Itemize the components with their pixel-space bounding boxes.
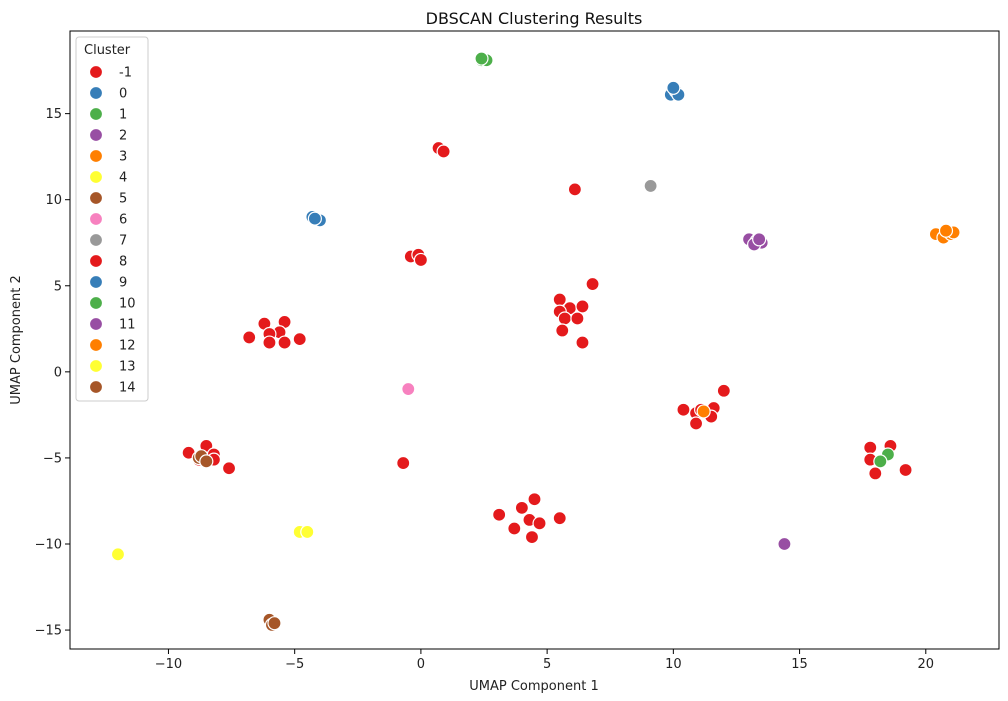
point-cluster--1 xyxy=(557,311,572,326)
legend-label: 4 xyxy=(119,171,127,186)
point-cluster--1 xyxy=(524,530,540,545)
y-tick-label: −5 xyxy=(43,451,62,466)
y-tick-label: −15 xyxy=(35,624,62,639)
legend-marker xyxy=(88,148,104,164)
legend-label: 11 xyxy=(119,318,136,333)
legend-marker xyxy=(88,232,104,248)
legend-label: 3 xyxy=(119,150,127,165)
legend-label: 0 xyxy=(119,87,127,102)
point-cluster--1 xyxy=(277,335,292,350)
point-cluster--1 xyxy=(221,461,237,476)
point-cluster--1 xyxy=(413,252,428,268)
x-tick-label: 20 xyxy=(918,657,935,672)
x-tick-label: −5 xyxy=(285,657,304,672)
legend-label: 13 xyxy=(119,360,136,375)
point-cluster--1 xyxy=(567,182,582,197)
y-axis: −15 −10 −5 0 5 10 15 xyxy=(35,107,70,639)
legend-marker xyxy=(88,211,104,227)
y-tick-label: 0 xyxy=(54,365,62,380)
point-cluster--1 xyxy=(396,455,411,471)
point-cluster--1 xyxy=(688,416,704,431)
x-axis-title: UMAP Component 1 xyxy=(469,679,598,694)
legend-label: 9 xyxy=(119,276,127,291)
y-tick-label: 10 xyxy=(45,193,62,208)
legend-label: 12 xyxy=(119,339,136,354)
point-cluster-12 xyxy=(938,223,954,238)
x-tick-label: −10 xyxy=(155,657,182,672)
point-cluster--1 xyxy=(570,311,585,326)
legend-marker xyxy=(88,85,104,101)
chart-title: DBSCAN Clustering Results xyxy=(426,9,643,28)
point-cluster-3 xyxy=(696,404,711,419)
x-tick-label: 5 xyxy=(543,657,551,672)
point-cluster--1 xyxy=(676,402,691,417)
point-cluster--1 xyxy=(436,144,451,159)
legend-label: 7 xyxy=(119,234,127,249)
point-cluster--1 xyxy=(716,383,731,398)
y-tick-label: 5 xyxy=(54,279,62,294)
plot-frame xyxy=(69,30,1000,650)
point-cluster--1 xyxy=(507,521,522,536)
point-cluster-7 xyxy=(643,178,658,194)
points-layer xyxy=(110,51,961,632)
point-cluster-11 xyxy=(752,232,767,247)
legend-marker xyxy=(88,253,104,269)
legend-marker xyxy=(88,106,104,122)
x-axis: −10 −5 0 5 10 15 20 xyxy=(155,649,934,672)
legend-label: -1 xyxy=(119,66,132,81)
point-cluster--1 xyxy=(292,332,307,347)
legend-box xyxy=(75,36,149,402)
point-cluster-0 xyxy=(666,80,681,95)
legend-label: 14 xyxy=(119,381,136,396)
legend-label: 10 xyxy=(119,297,136,312)
legend-label: 1 xyxy=(119,108,127,123)
point-cluster-9 xyxy=(307,211,322,226)
point-cluster--1 xyxy=(555,323,570,338)
point-cluster-10 xyxy=(873,454,888,469)
legend-label: 2 xyxy=(119,129,127,144)
legend-marker xyxy=(88,64,104,80)
legend-marker xyxy=(88,190,104,206)
legend-title: Cluster xyxy=(84,43,131,58)
point-cluster--1 xyxy=(242,330,257,345)
point-cluster-2 xyxy=(777,536,792,552)
point-cluster--1 xyxy=(262,335,277,350)
legend-marker xyxy=(88,379,104,395)
point-cluster--1 xyxy=(527,492,542,507)
point-cluster-5 xyxy=(267,616,282,631)
point-cluster--1 xyxy=(585,276,600,292)
legend-label: 5 xyxy=(119,192,127,207)
legend-marker xyxy=(88,316,104,332)
x-tick-label: 15 xyxy=(791,657,808,672)
point-cluster--1 xyxy=(492,507,507,522)
point-cluster--1 xyxy=(552,511,567,526)
x-tick-label: 10 xyxy=(665,657,682,672)
y-tick-label: 15 xyxy=(45,107,62,122)
legend-label: 8 xyxy=(119,255,127,270)
point-cluster-6 xyxy=(401,381,416,397)
point-cluster--1 xyxy=(532,516,547,531)
point-cluster--1 xyxy=(575,299,590,314)
legend-marker xyxy=(88,337,104,353)
point-cluster--1 xyxy=(863,440,878,455)
legend-marker xyxy=(88,295,104,311)
legend-marker xyxy=(88,358,104,374)
point-cluster-1 xyxy=(474,51,489,66)
point-cluster-4 xyxy=(110,547,126,562)
legend-label: 6 xyxy=(119,213,127,228)
y-axis-title: UMAP Component 2 xyxy=(9,275,24,404)
y-tick-label: −10 xyxy=(35,537,62,552)
point-cluster--1 xyxy=(898,462,913,478)
point-cluster-14 xyxy=(199,454,214,469)
point-cluster-13 xyxy=(300,524,315,540)
legend-marker xyxy=(88,169,104,185)
x-tick-label: 0 xyxy=(417,657,425,672)
point-cluster--1 xyxy=(575,335,590,350)
point-cluster--1 xyxy=(868,466,883,481)
legend-marker xyxy=(88,127,104,143)
legend-marker xyxy=(88,274,104,290)
point-cluster--1 xyxy=(514,500,529,515)
